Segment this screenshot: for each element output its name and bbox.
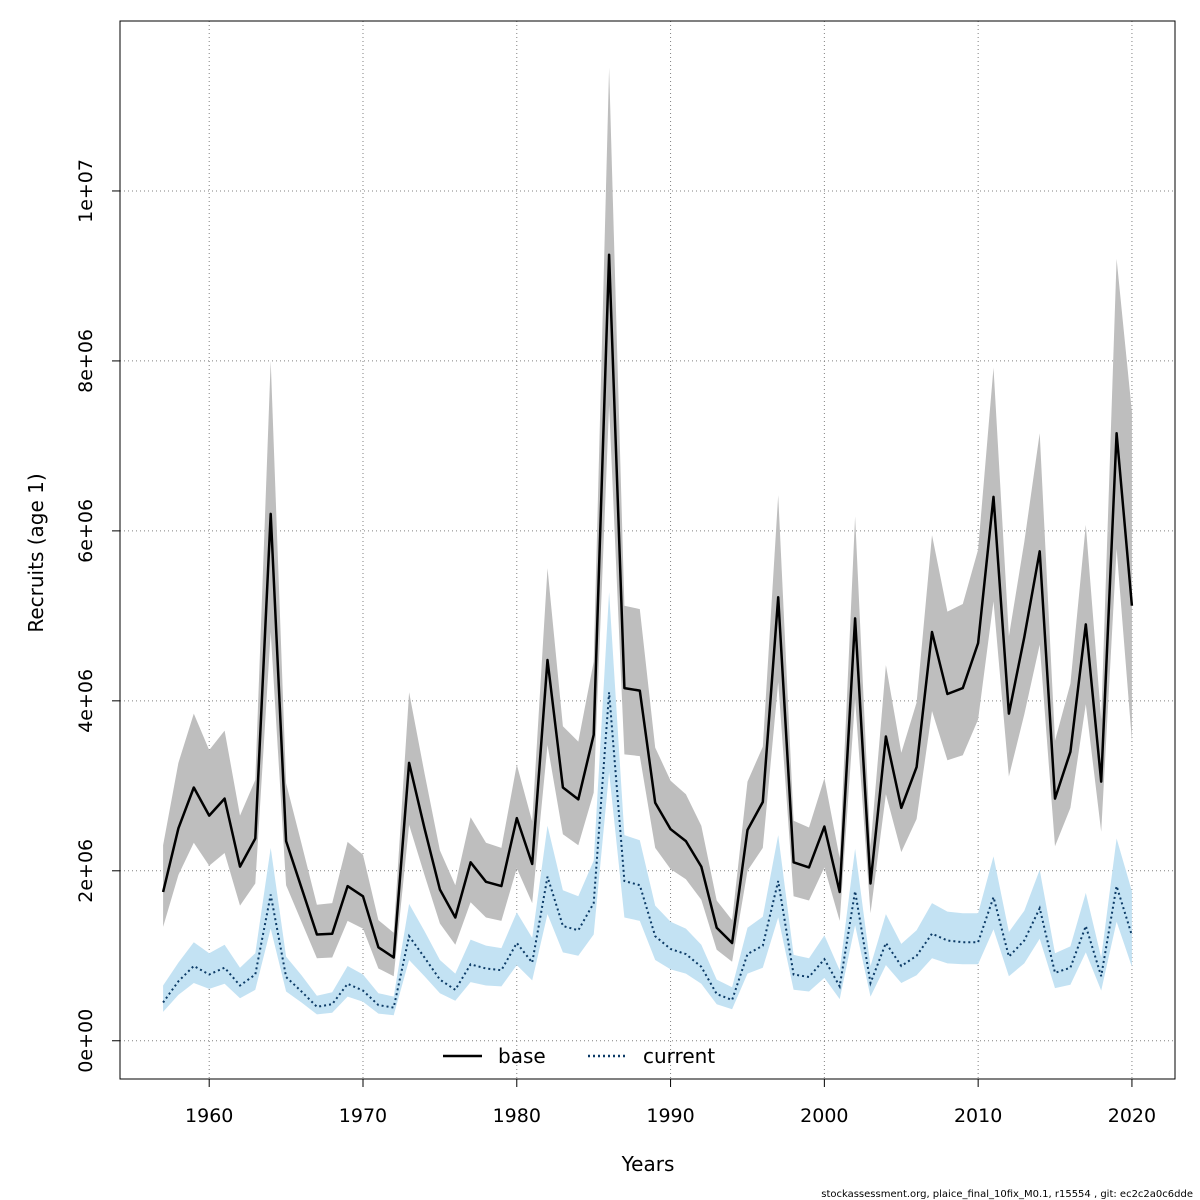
band-current xyxy=(163,592,1132,1016)
y-tick-label-0: 0e+00 xyxy=(75,1009,97,1073)
y-tick-label-4: 8e+06 xyxy=(75,329,97,393)
x-tick-label-2010: 2010 xyxy=(954,1105,1002,1127)
y-tick-label-5: 1e+07 xyxy=(75,159,97,223)
x-tick-label-1990: 1990 xyxy=(646,1105,694,1127)
band-base xyxy=(163,67,1132,977)
plot-frame xyxy=(119,20,1176,1080)
y-tick-label-1: 2e+06 xyxy=(75,839,97,903)
footer-credit: stockassessment.org, plaice_final_10fix_… xyxy=(821,1189,1193,1200)
x-axis-title: Years xyxy=(621,1152,675,1176)
axes: 1960 1970 1980 1990 2000 2010 2020 0e+00 2e+06 4e… xyxy=(75,159,1156,1127)
x-tick-label-1960: 1960 xyxy=(185,1105,233,1127)
legend-label-current: current xyxy=(643,1044,715,1068)
x-tick-label-2000: 2000 xyxy=(800,1105,848,1127)
line-base xyxy=(161,253,1134,959)
line-current xyxy=(162,692,1133,1009)
x-tick-label-1970: 1970 xyxy=(339,1105,387,1127)
legend-label-base: base xyxy=(498,1044,546,1068)
y-tick-label-2: 4e+06 xyxy=(75,669,97,733)
legend: base current xyxy=(443,1044,715,1068)
series-lines xyxy=(161,253,1134,1009)
x-tick-label-1980: 1980 xyxy=(493,1105,541,1127)
confidence-bands xyxy=(163,67,1132,1016)
y-axis-title: Recruits (age 1) xyxy=(24,473,48,632)
y-tick-label-3: 6e+06 xyxy=(75,499,97,563)
x-tick-label-2020: 2020 xyxy=(1108,1105,1156,1127)
